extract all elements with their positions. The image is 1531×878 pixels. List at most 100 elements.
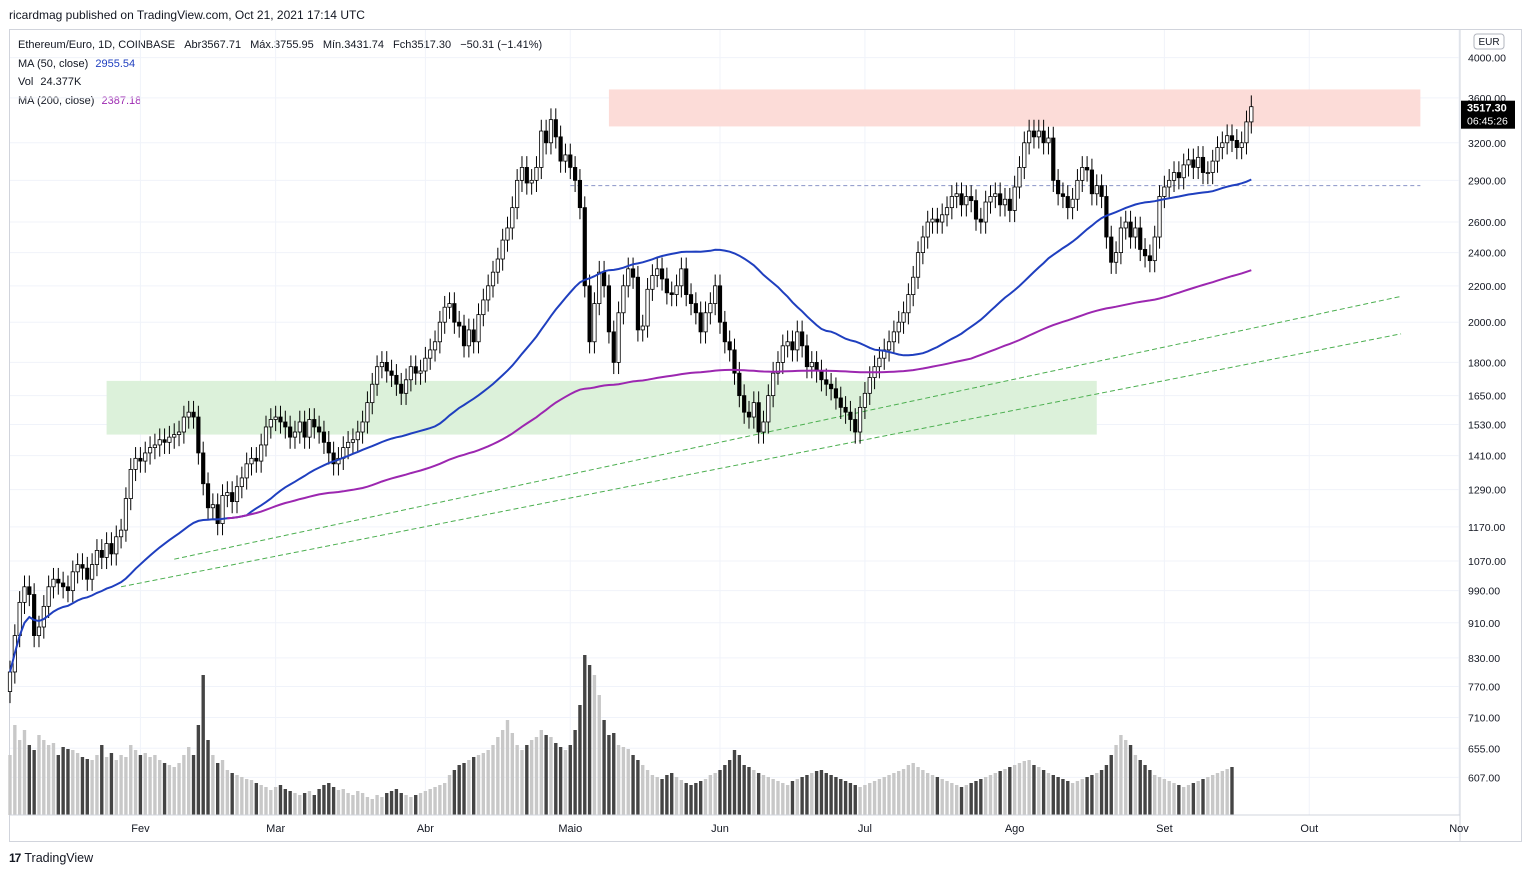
time-tick-label: Jun [711, 823, 729, 835]
volume-bar [742, 765, 746, 815]
volume-bar [930, 775, 935, 815]
footer-brand[interactable]: 17 TradingView [9, 851, 93, 865]
volume-bar [727, 760, 732, 815]
candle-body [70, 571, 75, 592]
volume-bar [800, 777, 804, 815]
candle-body [896, 321, 901, 333]
candle-body [577, 179, 583, 209]
candle-body [1229, 135, 1235, 141]
price-tick-label: 4000.00 [1468, 53, 1506, 65]
volume-bar [288, 791, 292, 815]
candle-body [1205, 172, 1210, 174]
volume-bar [616, 745, 621, 815]
candle-body [978, 218, 983, 223]
ma50-line [9, 178, 1252, 673]
candle-body [795, 331, 800, 351]
volume-bar [1008, 767, 1012, 815]
volume-bar [225, 770, 230, 815]
volume-bar [317, 789, 321, 815]
volume-bar [935, 777, 940, 815]
candle-body [1133, 227, 1138, 238]
price-tick-label: 2200.00 [1468, 281, 1506, 293]
candle-body [118, 529, 124, 538]
ohlc-close-value: 3517.30 [411, 39, 452, 51]
ohlc-low-value: 3431.74 [344, 39, 384, 51]
candle-body [949, 196, 954, 209]
candle-body [597, 271, 602, 304]
volume-bar [177, 763, 181, 815]
candle-body [447, 303, 452, 308]
volume-bar [124, 757, 128, 815]
volume-bar [13, 725, 17, 815]
candle-body [737, 372, 742, 397]
candle-body [606, 285, 612, 333]
volume-bar [1051, 775, 1055, 815]
candle-body [452, 303, 457, 323]
candle-body [843, 406, 848, 413]
volume-bar [351, 795, 355, 815]
candle-body [350, 439, 356, 443]
volume-bar [1080, 779, 1084, 815]
candle-body [1012, 186, 1017, 211]
candle-body [457, 321, 462, 327]
volume-bar [974, 781, 978, 815]
volume-bar [1167, 781, 1171, 815]
candle-body [1007, 198, 1012, 211]
candle-body [920, 236, 925, 254]
candle-body [360, 421, 365, 433]
volume-bar [1196, 781, 1200, 815]
candle-body [408, 366, 413, 381]
volume-bar [360, 793, 365, 815]
volume-bar [1119, 735, 1123, 815]
volume-label: Vol [18, 76, 34, 88]
candle-body [1113, 252, 1119, 263]
candle-body [1070, 198, 1075, 209]
candle-body [746, 411, 752, 418]
price-tick-label: 910.00 [1468, 618, 1500, 630]
volume-bar [1032, 765, 1036, 815]
candle-body [616, 312, 621, 363]
volume-row[interactable]: Vol 24.377K [18, 73, 542, 92]
volume-bar [182, 755, 186, 815]
candle-body [389, 370, 394, 376]
volume-bar [414, 795, 418, 815]
candle-body [824, 379, 829, 385]
volume-bar [674, 777, 679, 815]
candle-body [1234, 140, 1239, 148]
candle-body [1099, 185, 1104, 197]
volume-bar [853, 785, 857, 815]
volume-bar [1186, 785, 1191, 815]
price-tick-label: 990.00 [1468, 586, 1500, 598]
volume-bar [539, 730, 543, 815]
candle-body [36, 626, 42, 636]
candle-body [717, 285, 723, 323]
volume-bar [959, 787, 964, 815]
time-tick-label: Nov [1449, 823, 1469, 835]
candle-body [1244, 121, 1249, 144]
ma50-row[interactable]: MA (50, close) 2955.54 [18, 55, 542, 74]
volume-bar [703, 779, 708, 815]
candle-body [1089, 169, 1095, 195]
candle-body [109, 543, 114, 555]
candle-body [143, 452, 148, 462]
volume-bar [438, 785, 442, 815]
candle-body [428, 349, 433, 359]
volume-bar [1027, 760, 1031, 815]
candle-body [587, 285, 592, 343]
volume-bar [56, 755, 60, 815]
candle-body [123, 498, 129, 531]
volume-bar [423, 791, 428, 815]
candle-body [1142, 249, 1148, 257]
volume-bar [322, 785, 326, 815]
candle-body [133, 457, 138, 470]
candle-body [534, 167, 539, 181]
candle-body [191, 411, 196, 418]
candle-body [65, 586, 71, 592]
candle-body [1031, 130, 1037, 138]
symbol-label[interactable]: Ethereum/Euro, 1D, COINBASE [18, 39, 176, 51]
volume-bar [1133, 755, 1138, 815]
candle-body [1152, 236, 1157, 262]
candle-body [61, 582, 66, 588]
candle-body [239, 477, 244, 488]
